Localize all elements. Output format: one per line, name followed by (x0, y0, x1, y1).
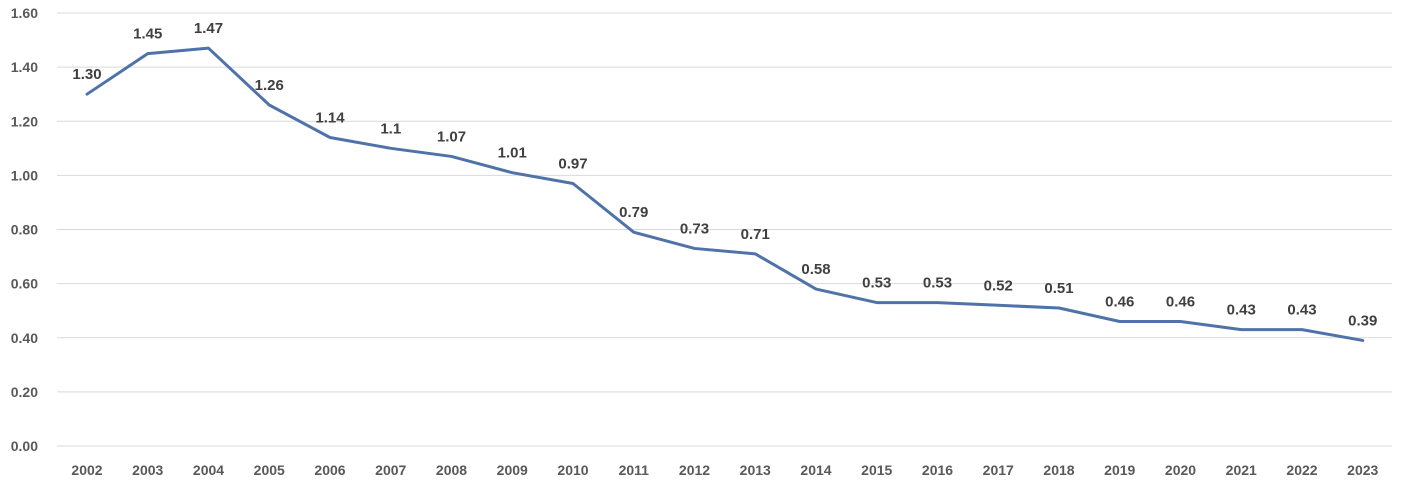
gridlines (57, 12, 1392, 447)
x-tick-label-2023: 2023 (1347, 462, 1378, 478)
x-tick-label-2016: 2016 (922, 462, 953, 478)
x-tick-label-2008: 2008 (436, 462, 467, 478)
y-tick-label-0: 0.00 (11, 438, 38, 454)
x-tick-label-2011: 2011 (619, 462, 650, 478)
data-label-2004: 1.47 (194, 20, 223, 37)
y-tick-label-6: 1.20 (11, 113, 38, 129)
y-tick-label-3: 0.60 (11, 276, 38, 292)
data-label-2008: 1.07 (437, 128, 466, 145)
data-label-2016: 0.53 (923, 275, 952, 292)
data-label-2009: 1.01 (498, 145, 527, 162)
x-tick-label-2022: 2022 (1286, 462, 1317, 478)
data-label-2007: 1.1 (380, 120, 401, 137)
data-label-2003: 1.45 (133, 26, 162, 43)
x-tick-label-2014: 2014 (800, 462, 831, 478)
x-tick-label-2019: 2019 (1104, 462, 1135, 478)
x-tick-label-2004: 2004 (193, 462, 224, 478)
series-layer (85, 46, 1365, 342)
data-label-2022: 0.43 (1287, 302, 1316, 319)
y-tick-label-4: 0.80 (11, 222, 38, 238)
x-tick-label-2003: 2003 (132, 462, 163, 478)
data-label-2013: 0.71 (741, 226, 770, 243)
x-tick-label-2018: 2018 (1043, 462, 1074, 478)
x-tick-label-2013: 2013 (740, 462, 771, 478)
x-tick-label-2021: 2021 (1226, 462, 1257, 478)
data-label-2020: 0.46 (1166, 294, 1195, 311)
data-label-2017: 0.52 (984, 277, 1013, 294)
data-label-2006: 1.14 (315, 109, 345, 126)
x-tick-label-2006: 2006 (314, 462, 345, 478)
data-label-2005: 1.26 (255, 77, 284, 94)
x-tick-label-2015: 2015 (861, 462, 892, 478)
x-tick-label-2020: 2020 (1165, 462, 1196, 478)
y-tick-label-8: 1.60 (11, 5, 38, 21)
y-tick-label-5: 1.00 (11, 167, 38, 183)
series-line-0 (85, 46, 1365, 342)
y-tick-label-2: 0.40 (11, 330, 38, 346)
x-axis-tick-labels: 2002 2003 2004 2005 2006 2007 2008 2009 2010 2011… (71, 462, 1378, 478)
data-label-2015: 0.53 (862, 275, 891, 292)
y-axis-tick-labels: 0.00 0.20 0.40 0.60 0.80 1.00 1.20 1.40 1.60 (11, 5, 38, 454)
data-label-2023: 0.39 (1348, 312, 1377, 329)
data-label-2018: 0.51 (1044, 280, 1073, 297)
data-label-2014: 0.58 (801, 261, 830, 278)
x-tick-label-2007: 2007 (375, 462, 406, 478)
data-label-2010: 0.97 (558, 155, 587, 172)
y-tick-label-7: 1.40 (11, 59, 38, 75)
x-tick-label-2009: 2009 (497, 462, 528, 478)
data-label-2019: 0.46 (1105, 294, 1134, 311)
data-label-2021: 0.43 (1227, 302, 1256, 319)
x-tick-label-2005: 2005 (254, 462, 285, 478)
x-tick-label-2012: 2012 (679, 462, 710, 478)
x-tick-label-2017: 2017 (983, 462, 1014, 478)
data-label-2012: 0.73 (680, 220, 709, 237)
data-label-2002: 1.30 (72, 66, 101, 83)
data-labels: 1.30 1.45 1.47 1.26 1.14 1.1 1.07 1.01 0.97 0.79 0… (72, 20, 1377, 329)
y-tick-label-1: 0.20 (11, 384, 38, 400)
x-tick-label-2010: 2010 (557, 462, 588, 478)
x-tick-label-2002: 2002 (71, 462, 102, 478)
data-label-2011: 0.79 (619, 204, 648, 221)
